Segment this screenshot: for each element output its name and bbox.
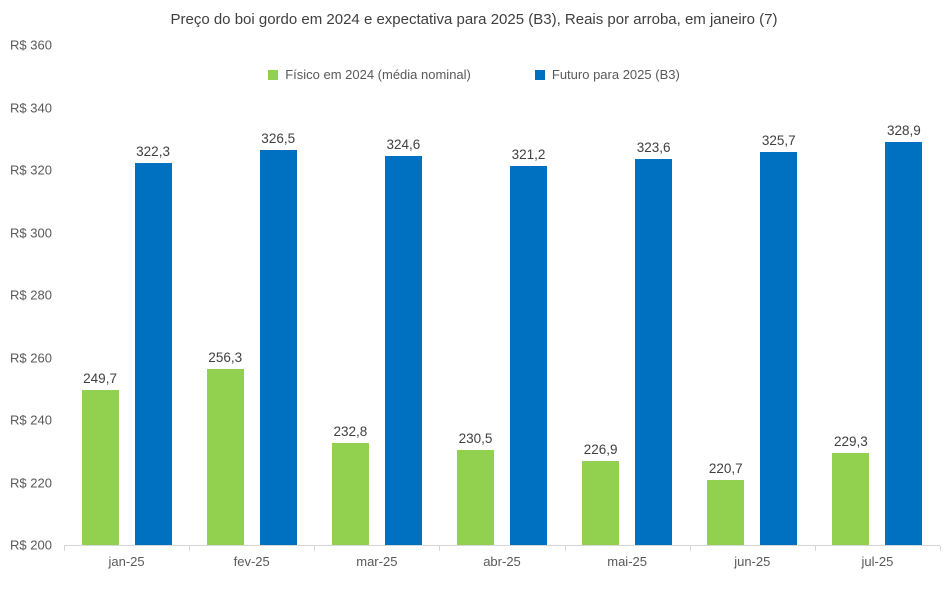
bar-fisico: 220,7 [707, 461, 745, 545]
x-axis-tick-label: fev-25 [233, 554, 270, 569]
y-axis-tick-label: R$ 260 [10, 350, 52, 365]
legend: Físico em 2024 (média nominal) Futuro pa… [0, 67, 948, 82]
bar-group: 232,8 324,6 [314, 45, 439, 545]
bar-fisico: 226,9 [582, 442, 620, 545]
x-axis-tick-label: jun-25 [734, 554, 771, 569]
legend-item-fisico: Físico em 2024 (média nominal) [268, 67, 471, 82]
bar-value-label: 323,6 [636, 139, 671, 155]
bar-group: 256,3 326,5 [189, 45, 314, 545]
legend-swatch-futuro [534, 69, 545, 80]
y-axis-tick-label: R$ 320 [10, 162, 52, 178]
x-axis-tick-label: mar-25 [356, 554, 398, 569]
bar-fisico: 230,5 [456, 431, 494, 545]
x-axis-tick-label: abr-25 [483, 554, 521, 569]
x-axis-tick-label: jul-25 [861, 554, 894, 569]
y-axis-tick-label: R$ 220 [10, 475, 52, 490]
legend-swatch-fisico [268, 69, 279, 80]
bar-group: 249,7 322,3 [64, 45, 189, 545]
legend-label-fisico: Físico em 2024 (média nominal) [285, 67, 471, 82]
y-axis-tick-label: R$ 200 [10, 537, 52, 553]
plot-area: 249,7 322,3 256,3 326,5 232,8 324,6 230,5 321,2… [64, 45, 940, 546]
plot-groups: 249,7 322,3 256,3 326,5 232,8 324,6 230,5 321,2… [64, 45, 940, 545]
y-axis-tick-label: R$ 360 [10, 37, 52, 53]
bar-value-label: 229,3 [834, 434, 868, 450]
bar-value-label: 324,6 [386, 136, 421, 152]
y-axis-tick-label: R$ 240 [10, 412, 52, 428]
bar-futuro: 322,3 [134, 144, 172, 545]
bar-value-label: 220,7 [708, 461, 743, 477]
chart-title: Preço do boi gordo em 2024 e expectativa… [170, 11, 778, 28]
bar-value-label: 230,5 [458, 430, 493, 446]
bar-group: 220,7 325,7 [690, 45, 815, 545]
bar-value-label: 322,3 [136, 143, 170, 159]
x-axis-ticks [64, 546, 941, 551]
x-axis-tick [64, 546, 65, 551]
x-axis-labels: jan-25 fev-25 mar-25 abr-25 mai-25 jun-25 jul-… [64, 554, 940, 569]
x-axis-tick-label: mai-25 [607, 554, 647, 569]
bar-value-label: 326,5 [261, 130, 296, 146]
bar-futuro: 328,9 [885, 123, 923, 545]
y-axis-labels: R$ 360 R$ 340 R$ 320 R$ 300 R$ 280 R$ 260 R$ 2… [10, 38, 64, 553]
x-axis-tick [314, 546, 316, 551]
bar-fisico: 249,7 [81, 371, 119, 545]
bar-futuro: 324,6 [384, 137, 422, 545]
bar-value-label: 321,2 [511, 147, 546, 163]
bar-value-label: 232,8 [333, 423, 368, 439]
legend-item-futuro: Futuro para 2025 (B3) [534, 67, 680, 82]
bar-futuro: 323,6 [635, 140, 673, 545]
x-axis-tick [564, 546, 566, 551]
bar-value-label: 325,7 [761, 133, 796, 149]
bar-futuro: 326,5 [259, 131, 297, 545]
bar-futuro: 325,7 [760, 133, 798, 545]
x-axis-tick [814, 546, 816, 551]
bar-fisico: 232,8 [331, 424, 369, 545]
x-axis-tick [689, 546, 691, 551]
y-axis-tick-label: R$ 280 [10, 287, 52, 303]
bar-value-label: 249,7 [83, 370, 117, 386]
bar-fisico: 256,3 [206, 350, 244, 545]
y-axis-tick-label: R$ 300 [10, 225, 52, 240]
x-axis-tick [940, 546, 941, 551]
x-axis-tick [439, 546, 441, 551]
bar-value-label: 226,9 [583, 441, 618, 457]
bar-futuro: 321,2 [509, 147, 547, 545]
bar-group: 226,9 323,6 [565, 45, 690, 545]
bar-group: 230,5 321,2 [439, 45, 564, 545]
x-axis-tick [189, 546, 191, 551]
bar-value-label: 328,9 [887, 123, 921, 139]
bar-fisico: 229,3 [832, 434, 870, 545]
legend-label-futuro: Futuro para 2025 (B3) [551, 67, 680, 82]
y-axis-tick-label: R$ 340 [10, 100, 52, 115]
x-axis-tick-label: jan-25 [108, 554, 145, 569]
bar-group: 229,3 328,9 [815, 45, 940, 545]
bar-value-label: 256,3 [208, 350, 243, 366]
